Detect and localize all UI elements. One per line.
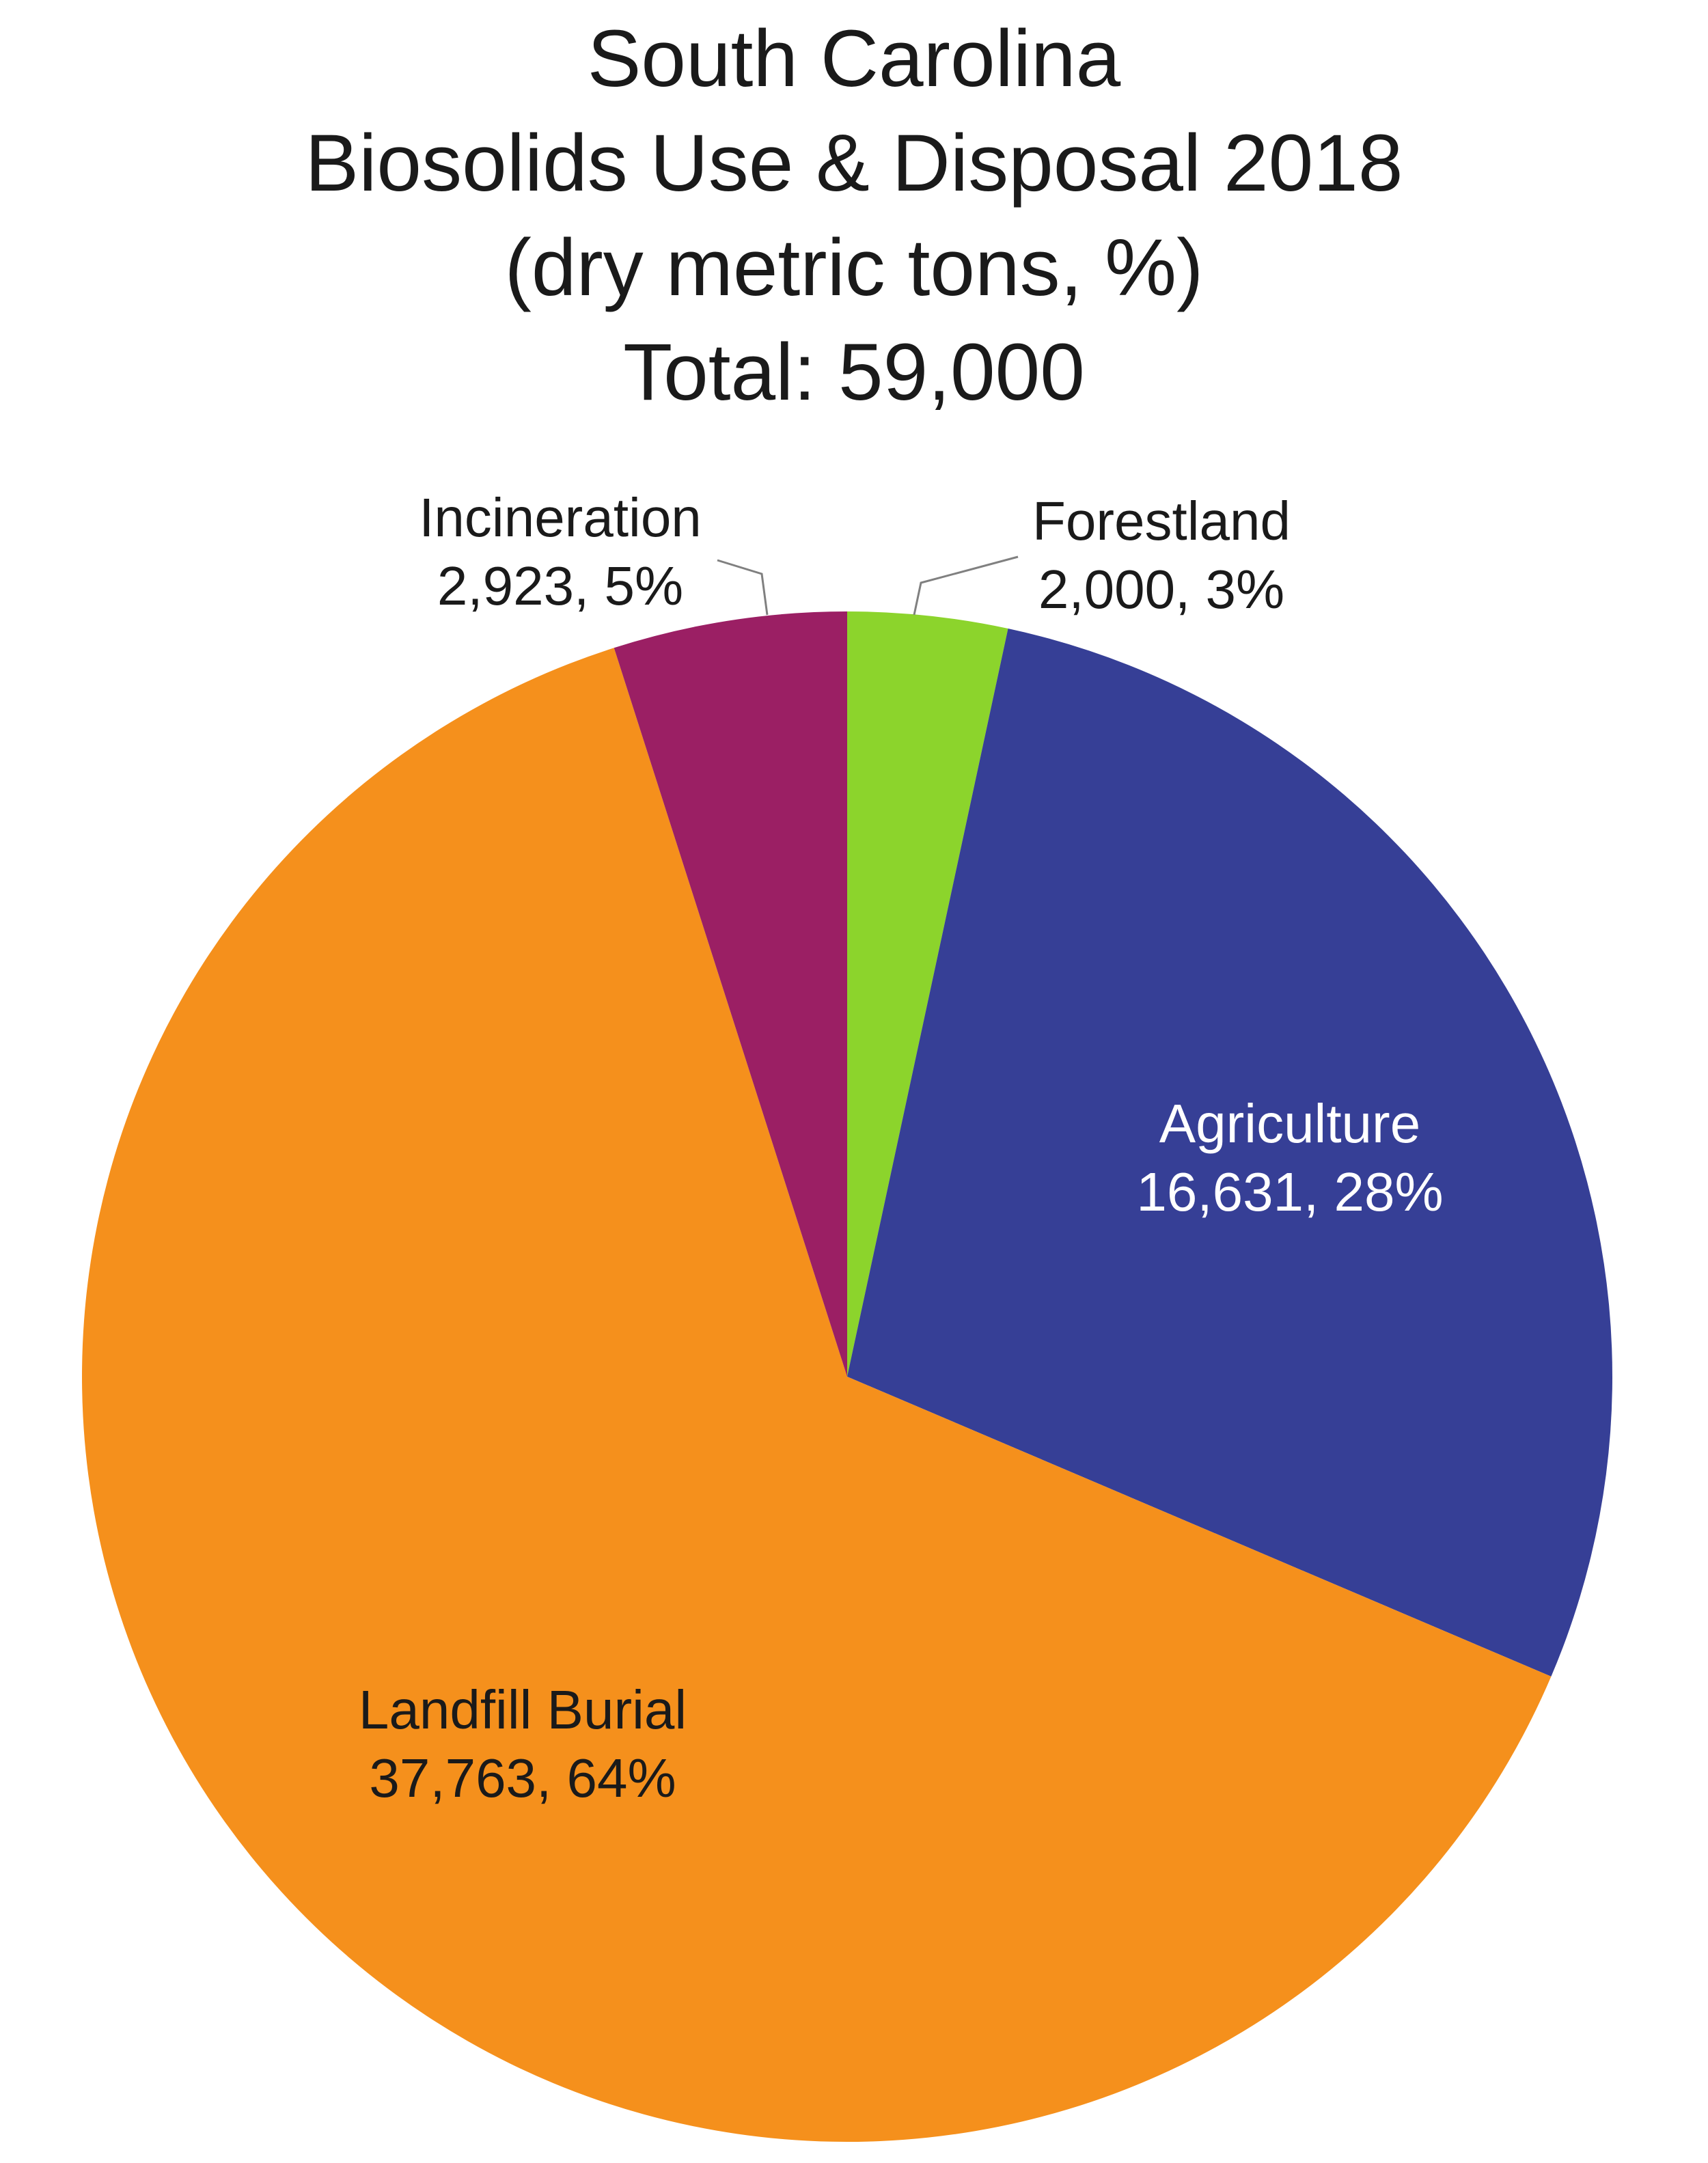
leader-line-incineration xyxy=(717,559,769,616)
leader-line-forestland xyxy=(913,555,1019,616)
slice-label-value: 2,000, 3% xyxy=(1038,559,1284,620)
slice-label-value: 2,923, 5% xyxy=(437,555,683,616)
pie-slice-landfill-burial xyxy=(82,648,1552,2142)
slice-label-value: 37,763, 64% xyxy=(369,1748,676,1808)
leader-lines xyxy=(717,555,1019,616)
title-line-3: (dry metric tons, %) xyxy=(504,223,1204,313)
chart-title: South Carolina Biosolids Use & Disposal … xyxy=(0,7,1708,425)
title-line-4: Total: 59,000 xyxy=(623,327,1085,417)
pie-slice-incineration xyxy=(614,611,847,1377)
slice-label-name: Agriculture xyxy=(1159,1093,1420,1154)
title-line-1: South Carolina xyxy=(587,14,1121,104)
slice-label-forestland: Forestland 2,000, 3% xyxy=(1032,491,1291,620)
title-line-2: Biosolids Use & Disposal 2018 xyxy=(305,118,1403,208)
slice-labels: Forestland 2,000, 3% Agriculture 16,631, 28… xyxy=(359,487,1444,1808)
slice-label-incineration: Incineration 2,923, 5% xyxy=(419,487,702,616)
pie-slices xyxy=(82,611,1613,2142)
slice-label-value: 16,631, 28% xyxy=(1136,1161,1443,1222)
slice-label-name: Incineration xyxy=(419,487,702,548)
slice-label-name: Landfill Burial xyxy=(359,1679,687,1740)
pie-slice-forestland xyxy=(847,611,1008,1377)
slice-label-name: Forestland xyxy=(1032,491,1291,551)
slice-label-landfill-burial: Landfill Burial 37,763, 64% xyxy=(359,1679,687,1808)
slice-label-agriculture: Agriculture 16,631, 28% xyxy=(1136,1093,1443,1222)
pie-slice-agriculture xyxy=(847,629,1613,1677)
